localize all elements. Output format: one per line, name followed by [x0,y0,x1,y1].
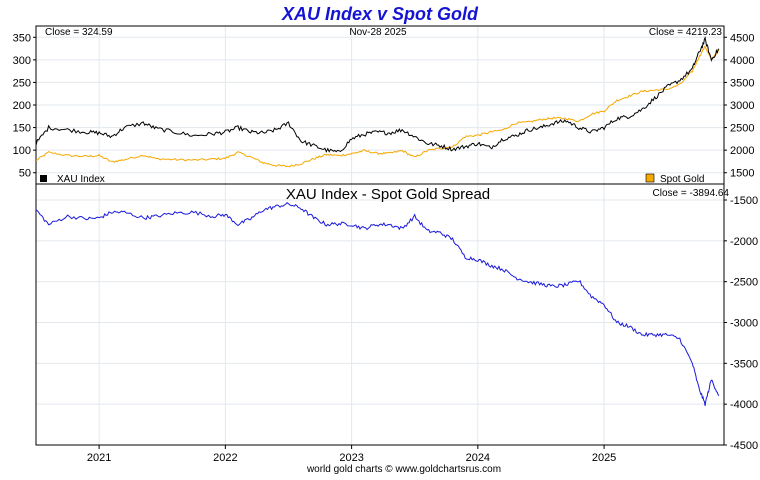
x-tick-label: 2021 [87,452,111,464]
chart-title: XAU Index v Spot Gold [281,4,479,24]
series-line-xau-index [35,36,720,153]
close-right-label: Close = 4219.23 [649,27,723,38]
series-line-spread [35,202,720,406]
top-panel: Close = 324.59 Nov-28 2025 Close = 4219.… [13,25,754,185]
right-tick-label: 2000 [730,145,754,157]
x-axis: 2021 2022 2023 2024 2025 [87,445,616,464]
legend-gold-label: Spot Gold [660,174,704,185]
legend-gold-swatch [645,173,655,183]
left-tick-label: 250 [13,77,31,89]
left-tick-label: 350 [13,32,31,44]
bottom-panel: XAU Index - Spot Gold Spread Close = -38… [35,183,758,464]
bottom-right-axis: -1500 -2000 -2500 -3000 -3500 -4000 -4500 [724,195,758,452]
bottom-gridlines [36,184,724,446]
left-tick-label: 100 [13,145,31,157]
left-tick-label: 150 [13,123,31,135]
series-line-spot-gold [35,46,720,168]
close-left-label: Close = 324.59 [45,27,113,38]
top-left-axis: 350 300 250 200 150 100 50 [13,32,36,180]
right-tick-label: 2500 [730,123,754,135]
bottom-plot-frame [35,183,725,446]
right-tick-label: 4000 [730,55,754,67]
right-tick-label: 1500 [730,168,754,180]
spread-tick-label: -2000 [730,236,758,248]
spread-close-label: Close = -3894.64 [653,188,730,199]
spread-tick-label: -3500 [730,358,758,370]
top-series-group [35,36,720,168]
right-tick-label: 3000 [730,100,754,112]
x-tick-label: 2025 [592,452,616,464]
date-label: Nov-28 2025 [349,27,407,38]
right-tick-label: 3500 [730,77,754,89]
top-right-axis: 4500 4000 3500 3000 2500 2000 1500 [724,32,754,180]
x-tick-label: 2022 [213,452,237,464]
footer-credit: world gold charts © www.goldchartsrus.co… [306,464,501,475]
left-tick-label: 50 [19,168,31,180]
x-tick-label: 2024 [466,452,490,464]
spread-tick-label: -3000 [730,318,758,330]
spread-tick-label: -2500 [730,277,758,289]
legend-gold: Spot Gold [645,173,704,185]
left-tick-label: 200 [13,100,31,112]
legend-xau-label: XAU Index [57,174,105,185]
spread-tick-label: -1500 [730,195,758,207]
spread-title: XAU Index - Spot Gold Spread [286,186,490,203]
left-tick-label: 300 [13,55,31,67]
legend-xau: XAU Index [40,174,105,185]
spread-tick-label: -4500 [730,440,758,452]
top-gridlines [36,26,724,184]
bottom-series-group [35,202,720,406]
x-tick-label: 2023 [339,452,363,464]
legend-xau-swatch [40,175,47,182]
right-tick-label: 4500 [730,32,754,44]
spread-tick-label: -4000 [730,399,758,411]
